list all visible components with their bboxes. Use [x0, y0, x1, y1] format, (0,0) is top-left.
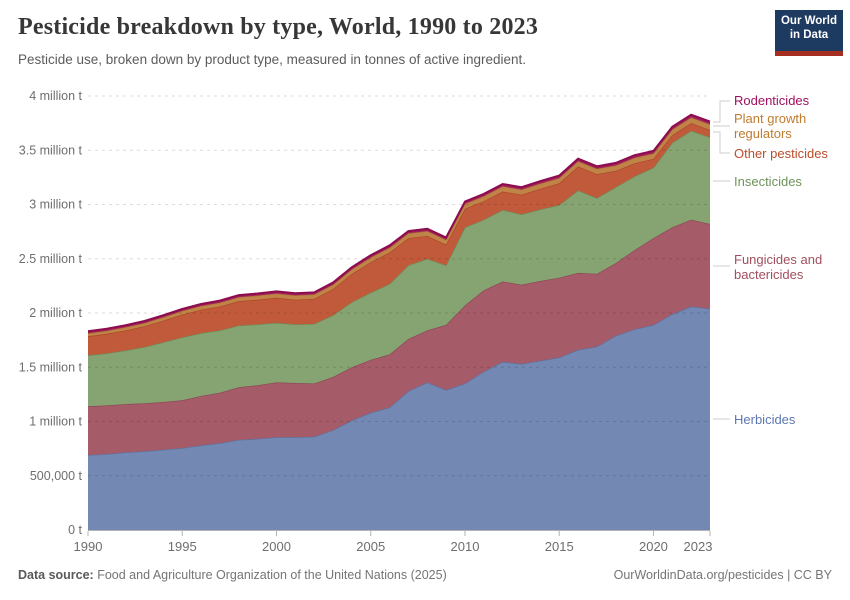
connector-other-pesticides [713, 131, 730, 154]
area-insecticides[interactable] [88, 130, 710, 407]
page-footer: Data source: Food and Agriculture Organi… [18, 568, 832, 582]
y-tick-label-1.5milliont: 1.5 million t [19, 360, 83, 374]
y-tick-label-4milliont: 4 million t [29, 89, 82, 103]
legend-item-insecticides[interactable]: Insecticides [734, 174, 802, 189]
x-tick-label-2000: 2000 [262, 539, 291, 554]
connector-rodenticides [713, 100, 730, 123]
area-herbicides[interactable] [88, 306, 710, 531]
legend-item-plant-growth-regulators[interactable]: Plant growth regulators [734, 111, 807, 141]
area-other-pesticides[interactable] [88, 123, 710, 356]
data-source-label: Data source: [18, 568, 94, 582]
x-tick-label-2015: 2015 [545, 539, 574, 554]
y-tick-label-3.5milliont: 3.5 million t [19, 143, 83, 157]
credit-link[interactable]: OurWorldinData.org/pesticides | CC BY [613, 568, 832, 582]
y-tick-label-3milliont: 3 million t [29, 198, 82, 212]
x-tick-label-2020: 2020 [639, 539, 668, 554]
x-tick-label-1990: 1990 [74, 539, 103, 554]
x-tick-label-2010: 2010 [451, 539, 480, 554]
legend-item-rodenticides[interactable]: Rodenticides [734, 93, 810, 108]
y-tick-label-1milliont: 1 million t [29, 415, 82, 429]
owid-logo[interactable]: Our World in Data [775, 10, 843, 56]
legend-item-fungicides-bactericides[interactable]: Fungicides and bactericides [734, 252, 823, 282]
y-tick-label-0t: 0 t [68, 523, 82, 537]
y-tick-label-500000t: 500,000 t [30, 469, 83, 483]
y-tick-label-2.5milliont: 2.5 million t [19, 252, 83, 266]
data-source: Data source: Food and Agriculture Organi… [18, 568, 447, 582]
data-source-text: Food and Agriculture Organization of the… [97, 568, 447, 582]
legend-item-herbicides[interactable]: Herbicides [734, 412, 796, 427]
owid-logo-line1: Our World [780, 15, 837, 27]
page-subtitle: Pesticide use, broken down by product ty… [18, 52, 527, 67]
owid-logo-line2: in Data [789, 28, 829, 41]
y-tick-label-2milliont: 2 million t [29, 306, 82, 320]
x-tick-label-1995: 1995 [168, 539, 197, 554]
area-edge-rodenticides [87, 113, 711, 333]
x-tick-label-2005: 2005 [356, 539, 385, 554]
page-title: Pesticide breakdown by type, World, 1990… [18, 14, 539, 40]
legend-item-other-pesticides[interactable]: Other pesticides [734, 146, 828, 161]
x-tick-label-2023: 2023 [684, 539, 713, 554]
